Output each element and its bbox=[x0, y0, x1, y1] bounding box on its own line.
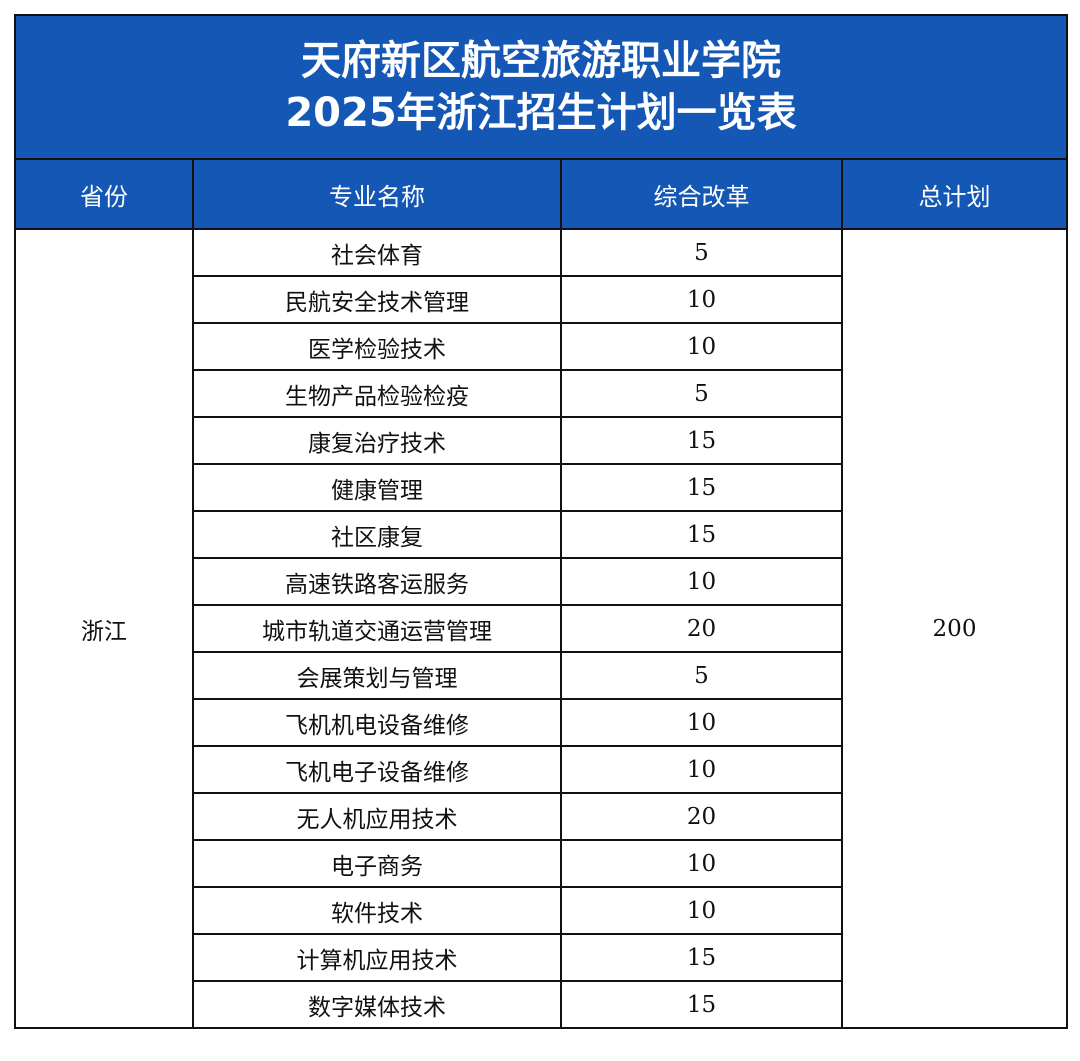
table-row: 民航安全技术管理 10 bbox=[15, 275, 1067, 324]
table-row: 软件技术 10 bbox=[15, 886, 1067, 935]
quota-cell: 5 bbox=[560, 228, 843, 277]
table-row: 数字媒体技术 15 bbox=[15, 980, 1067, 1029]
table-row: 飞机电子设备维修 10 bbox=[15, 745, 1067, 794]
table-row: 健康管理 15 bbox=[15, 463, 1067, 512]
header-total: 总计划 bbox=[840, 158, 1069, 230]
title-line-2: 2025年浙江招生计划一览表 bbox=[285, 90, 797, 136]
table-row: 计算机应用技术 15 bbox=[15, 933, 1067, 982]
table-row: 会展策划与管理 5 bbox=[15, 651, 1067, 700]
table-row: 高速铁路客运服务 10 bbox=[15, 557, 1067, 606]
major-cell: 健康管理 bbox=[192, 463, 562, 512]
quota-cell: 15 bbox=[560, 933, 843, 982]
header-province: 省份 bbox=[14, 158, 194, 230]
quota-cell: 15 bbox=[560, 980, 843, 1029]
major-cell: 民航安全技术管理 bbox=[192, 275, 562, 324]
quota-cell: 10 bbox=[560, 839, 843, 888]
major-cell: 社会体育 bbox=[192, 228, 562, 277]
enrollment-plan-table: 天府新区航空旅游职业学院 2025年浙江招生计划一览表 省份 专业名称 综合改革… bbox=[13, 14, 1069, 1029]
quota-cell: 10 bbox=[560, 322, 843, 371]
quota-cell: 15 bbox=[560, 416, 843, 465]
major-cell: 电子商务 bbox=[192, 839, 562, 888]
header-row: 省份 专业名称 综合改革 总计划 bbox=[14, 158, 1069, 230]
major-cell: 社区康复 bbox=[192, 510, 562, 559]
table-row: 无人机应用技术 20 bbox=[15, 792, 1067, 841]
quota-cell: 20 bbox=[560, 604, 843, 653]
title-line-1: 天府新区航空旅游职业学院 bbox=[301, 38, 781, 84]
header-quota: 综合改革 bbox=[560, 158, 843, 230]
table-row: 生物产品检验检疫 5 bbox=[15, 369, 1067, 418]
major-cell: 生物产品检验检疫 bbox=[192, 369, 562, 418]
major-cell: 康复治疗技术 bbox=[192, 416, 562, 465]
total-cell: 200 bbox=[840, 228, 1069, 1029]
major-cell: 飞机机电设备维修 bbox=[192, 698, 562, 747]
quota-cell: 5 bbox=[560, 369, 843, 418]
major-cell: 无人机应用技术 bbox=[192, 792, 562, 841]
quota-cell: 15 bbox=[560, 463, 843, 512]
table-row: 浙江 社会体育 5 200 bbox=[14, 228, 1069, 1029]
quota-cell: 10 bbox=[560, 886, 843, 935]
quota-cell: 10 bbox=[560, 745, 843, 794]
quota-cell: 10 bbox=[560, 275, 843, 324]
table-row: 电子商务 10 bbox=[15, 839, 1067, 888]
major-cell: 软件技术 bbox=[192, 886, 562, 935]
table-row: 医学检验技术 10 bbox=[15, 322, 1067, 371]
table-row: 社区康复 15 bbox=[15, 510, 1067, 559]
major-cell: 城市轨道交通运营管理 bbox=[192, 604, 562, 653]
quota-cell: 5 bbox=[560, 651, 843, 700]
province-cell: 浙江 bbox=[14, 228, 194, 1029]
major-cell: 飞机电子设备维修 bbox=[192, 745, 562, 794]
quota-cell: 15 bbox=[560, 510, 843, 559]
table-row: 飞机机电设备维修 10 bbox=[15, 698, 1067, 747]
header-major: 专业名称 bbox=[192, 158, 562, 230]
table-title: 天府新区航空旅游职业学院 2025年浙江招生计划一览表 bbox=[13, 14, 1069, 160]
table-row: 康复治疗技术 15 bbox=[15, 416, 1067, 465]
quota-cell: 20 bbox=[560, 792, 843, 841]
major-cell: 计算机应用技术 bbox=[192, 933, 562, 982]
major-cell: 医学检验技术 bbox=[192, 322, 562, 371]
major-cell: 高速铁路客运服务 bbox=[192, 557, 562, 606]
major-cell: 数字媒体技术 bbox=[192, 980, 562, 1029]
major-cell: 会展策划与管理 bbox=[192, 651, 562, 700]
table-row: 城市轨道交通运营管理 20 bbox=[15, 604, 1067, 653]
quota-cell: 10 bbox=[560, 557, 843, 606]
quota-cell: 10 bbox=[560, 698, 843, 747]
